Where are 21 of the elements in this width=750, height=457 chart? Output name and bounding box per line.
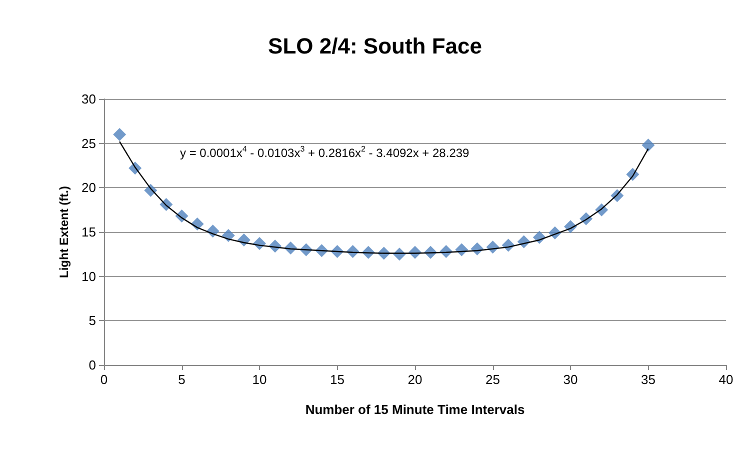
x-tick-label: 35 — [641, 372, 656, 387]
x-axis-title: Number of 15 Minute Time Intervals — [305, 402, 525, 417]
x-tick-label: 25 — [486, 372, 500, 387]
y-tick-label: 10 — [82, 268, 96, 284]
y-tick-label: 20 — [82, 180, 96, 196]
y-axis-title: Light Extent (ft.) — [57, 186, 71, 278]
y-tick-label: 5 — [88, 313, 96, 328]
x-tick-label: 0 — [100, 372, 108, 387]
y-tick-label: 30 — [82, 92, 96, 106]
x-tick-label: 5 — [178, 372, 186, 387]
y-tick-label: 15 — [82, 224, 96, 240]
point — [642, 138, 655, 152]
y-tick-label: 0 — [88, 358, 96, 372]
x-tick-label: 15 — [330, 372, 344, 387]
chart-title: SLO 2/4: South Face — [268, 34, 482, 58]
point — [113, 128, 126, 141]
x-tick-label: 40 — [718, 372, 734, 387]
x-tick-label: 20 — [408, 372, 422, 387]
y-tick-label: 25 — [82, 136, 96, 151]
x-tick-label: 10 — [252, 372, 267, 387]
x-tick-label: 30 — [563, 372, 578, 387]
